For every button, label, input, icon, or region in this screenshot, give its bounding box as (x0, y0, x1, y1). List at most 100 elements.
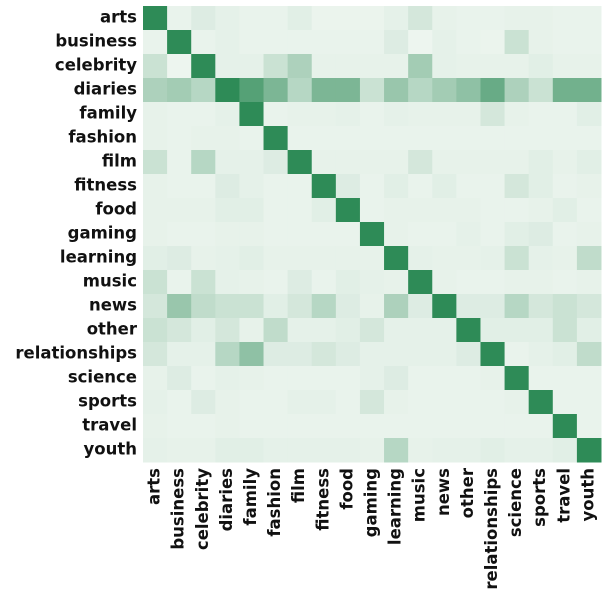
x-tick-label: food (337, 468, 356, 510)
y-tick-label: relationships (15, 344, 137, 363)
heatmap-cell (480, 174, 506, 199)
heatmap-cell (239, 270, 265, 295)
heatmap-cell (167, 342, 192, 367)
heatmap-cell (287, 150, 313, 175)
heatmap-cell (359, 366, 385, 391)
heatmap-cell (167, 414, 192, 439)
heatmap-cell (359, 102, 385, 127)
heatmap-cell (456, 174, 481, 199)
heatmap-cell (408, 366, 433, 391)
heatmap-cell (480, 150, 506, 175)
x-tick-label: music (410, 468, 429, 522)
heatmap-cell (215, 414, 240, 439)
heatmap-cell (215, 30, 240, 55)
heatmap-cell (287, 30, 313, 55)
heatmap-cell (432, 438, 457, 463)
heatmap-cell (287, 6, 313, 31)
heatmap-cell (528, 270, 554, 295)
heatmap-cell (504, 198, 530, 223)
heatmap-cell (480, 294, 506, 319)
heatmap-cell (287, 222, 313, 247)
heatmap-cell (432, 222, 457, 247)
heatmap-cell (408, 270, 433, 295)
heatmap-cell (480, 270, 506, 295)
y-tick-label: family (79, 104, 137, 123)
heatmap-cell (143, 6, 168, 31)
y-tick-label: arts (100, 8, 137, 27)
x-tick-label: arts (145, 468, 164, 505)
heatmap-cell (311, 54, 337, 79)
heatmap-cell (287, 390, 313, 415)
heatmap-cell (335, 6, 361, 31)
heatmap-cell (263, 414, 289, 439)
heatmap-cell (432, 78, 457, 103)
heatmap-cell (215, 390, 240, 415)
y-tick-label: travel (82, 416, 137, 435)
y-tick-label: other (87, 320, 138, 339)
heatmap-cell (311, 150, 337, 175)
heatmap-cell (504, 414, 530, 439)
heatmap-cell (408, 102, 433, 127)
heatmap-cell (432, 390, 457, 415)
heatmap-cell (215, 6, 240, 31)
heatmap-cell (456, 150, 481, 175)
heatmap-cell (215, 318, 240, 343)
heatmap-cell (239, 390, 265, 415)
heatmap-cell (384, 54, 409, 79)
heatmap-cell (456, 390, 481, 415)
heatmap-cell (335, 126, 361, 151)
x-tick-label: sports (530, 468, 549, 527)
x-tick-label: film (289, 468, 308, 503)
heatmap-cell (432, 270, 457, 295)
heatmap-cell (504, 30, 530, 55)
heatmap-cell (504, 126, 530, 151)
heatmap-cell (263, 174, 289, 199)
heatmap-cell (239, 174, 265, 199)
heatmap-cell (191, 174, 216, 199)
heatmap-cell (359, 30, 385, 55)
heatmap-cell (576, 366, 602, 391)
y-tick-label: diaries (74, 80, 138, 99)
y-tick-label: film (102, 152, 137, 171)
heatmap-cell (359, 438, 385, 463)
heatmap-cell (576, 270, 602, 295)
heatmap-cell (432, 6, 457, 31)
heatmap-cell (143, 342, 168, 367)
x-tick-label: other (458, 467, 477, 518)
heatmap-cell (239, 78, 265, 103)
heatmap-cell (143, 222, 168, 247)
heatmap-cell (167, 294, 192, 319)
heatmap-cell (287, 54, 313, 79)
heatmap-cell (384, 30, 409, 55)
heatmap-cell (263, 6, 289, 31)
heatmap-cell (143, 246, 168, 271)
heatmap-cell (191, 126, 216, 151)
heatmap-cell (552, 6, 578, 31)
heatmap-cell (143, 270, 168, 295)
heatmap-cell (215, 294, 240, 319)
heatmap-cell (359, 150, 385, 175)
heatmap-cell (552, 198, 578, 223)
heatmap-cell (335, 318, 361, 343)
heatmap-cell (311, 294, 337, 319)
heatmap-cell (167, 222, 192, 247)
heatmap-cell (384, 366, 409, 391)
heatmap-cell (552, 438, 578, 463)
heatmap-cell (384, 438, 409, 463)
heatmap-cell (456, 438, 481, 463)
heatmap-cell (552, 270, 578, 295)
heatmap-cell (504, 78, 530, 103)
x-tick-label: news (434, 468, 453, 516)
heatmap-cell (576, 6, 602, 31)
heatmap-cell (359, 126, 385, 151)
heatmap-cell (143, 198, 168, 223)
x-tick-label: learning (386, 468, 405, 545)
heatmap-cell (287, 438, 313, 463)
heatmap-cell (239, 294, 265, 319)
heatmap-cell (359, 198, 385, 223)
heatmap-cell (552, 294, 578, 319)
heatmap-cell (191, 222, 216, 247)
heatmap-cell (408, 78, 433, 103)
heatmap-cell (335, 102, 361, 127)
